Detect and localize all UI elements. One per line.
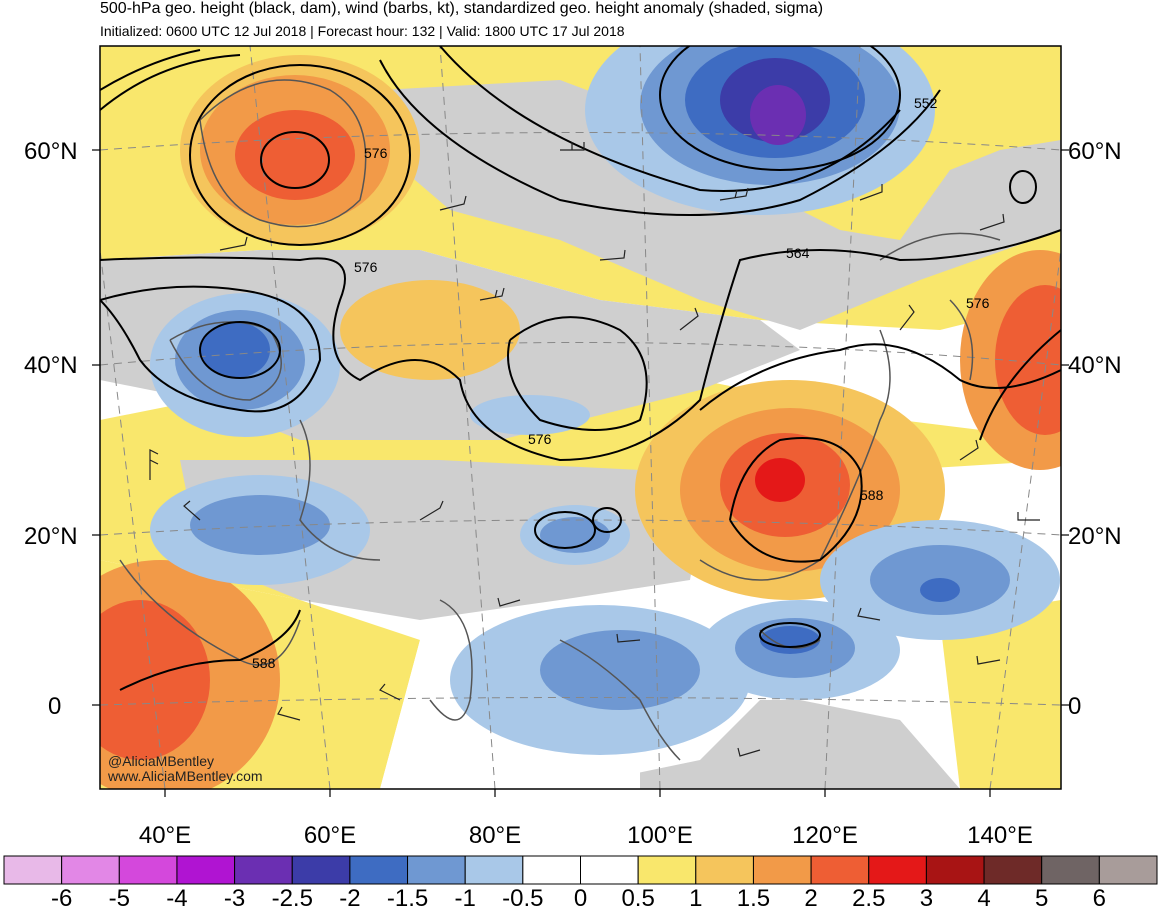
colorbar-label: -3 (223, 885, 246, 912)
colorbar-swatch (868, 855, 927, 885)
colorbar-swatch (810, 855, 870, 885)
lon-label-60e: 60°E (303, 822, 357, 849)
colorbar-label: 0.5 (621, 885, 655, 912)
colorbar-label: 2 (804, 885, 818, 912)
wind-barbs (149, 142, 1040, 757)
contour-label: 552 (914, 95, 938, 111)
colorbar-swatch (176, 855, 236, 885)
colorbar-label: -6 (50, 885, 73, 912)
colorbar-label: -1 (454, 885, 476, 912)
lon-label-120e: 120°E (792, 822, 858, 849)
colorbar-swatch (752, 855, 812, 885)
contour-label: 588 (252, 655, 276, 671)
colorbar-label: 1.5 (736, 885, 771, 912)
lat-label-right-60n: 60°N (1068, 138, 1122, 165)
map-subtitle: Initialized: 0600 UTC 12 Jul 2018 | Fore… (100, 23, 625, 39)
colorbar-swatch (983, 855, 1043, 885)
lat-label-right-40n: 40°N (1068, 352, 1122, 379)
colorbar-label: 0 (573, 885, 588, 912)
lat-label-right-20n: 20°N (1068, 523, 1122, 550)
lat-label-left-0: 0 (48, 693, 62, 720)
lat-label-left-20n: 20°N (24, 523, 78, 550)
contour-label: 564 (786, 245, 810, 261)
contour-label: 576 (528, 431, 552, 447)
colorbar-swatch (234, 855, 293, 885)
colorbar-label: 1 (689, 885, 703, 912)
colorbar-swatch (464, 855, 524, 885)
colorbar-label: -1.5 (386, 885, 429, 912)
colorbar-label: -5 (108, 885, 130, 912)
colorbar-label: 4 (977, 885, 991, 912)
colorbar-swatch (3, 855, 63, 885)
colorbar-swatch (522, 855, 581, 885)
colorbar-swatch (1041, 855, 1100, 885)
colorbar-swatch (61, 855, 120, 885)
contour-label: 576 (966, 295, 990, 311)
anomaly-shading (100, 46, 1061, 789)
height-contours (100, 46, 1061, 691)
colorbar-swatch (580, 855, 639, 885)
colorbar-label: -2 (339, 885, 361, 912)
lat-label-right-0: 0 (1068, 693, 1082, 720)
colorbar-swatch (695, 855, 754, 885)
credit-website: www.AliciaMBentley.com (108, 768, 263, 784)
lon-label-140e: 140°E (967, 822, 1033, 849)
contour-labels: 552 576 576 564 576 576 588 588 (252, 95, 990, 671)
colorbar-label: 3 (919, 885, 934, 912)
axis-ticks (92, 149, 1069, 797)
colorbar-label: 5 (1035, 885, 1049, 912)
lat-label-left-60n: 60°N (24, 138, 78, 165)
lon-label-100e: 100°E (627, 822, 693, 849)
colorbar-swatch (349, 855, 409, 885)
colorbar-label: 6 (1092, 885, 1107, 912)
colorbar-label: -4 (166, 885, 188, 912)
colorbar-label: -0.5 (502, 885, 544, 912)
credit-handle: @AliciaMBentley (108, 753, 215, 769)
colorbar-swatch (1098, 855, 1158, 885)
lon-label-80e: 80°E (468, 822, 522, 849)
colorbar-label: 2.5 (852, 885, 886, 912)
coastlines (119, 79, 1001, 761)
contour-label: 588 (860, 487, 884, 503)
colorbar (3, 855, 1158, 885)
colorbar-swatch (118, 855, 178, 885)
lon-label-40e: 40°E (138, 822, 192, 849)
contour-label: 576 (364, 145, 388, 161)
contour-label: 576 (354, 259, 378, 275)
map-title: 500-hPa geo. height (black, dam), wind (… (100, 0, 824, 17)
map-frame (99, 45, 1062, 790)
colorbar-label: -2.5 (271, 885, 313, 912)
colorbar-swatch (291, 855, 351, 885)
colorbar-swatch (407, 855, 466, 885)
colorbar-swatch (925, 855, 985, 885)
colorbar-swatch (637, 855, 697, 885)
lat-label-left-40n: 40°N (24, 352, 78, 379)
